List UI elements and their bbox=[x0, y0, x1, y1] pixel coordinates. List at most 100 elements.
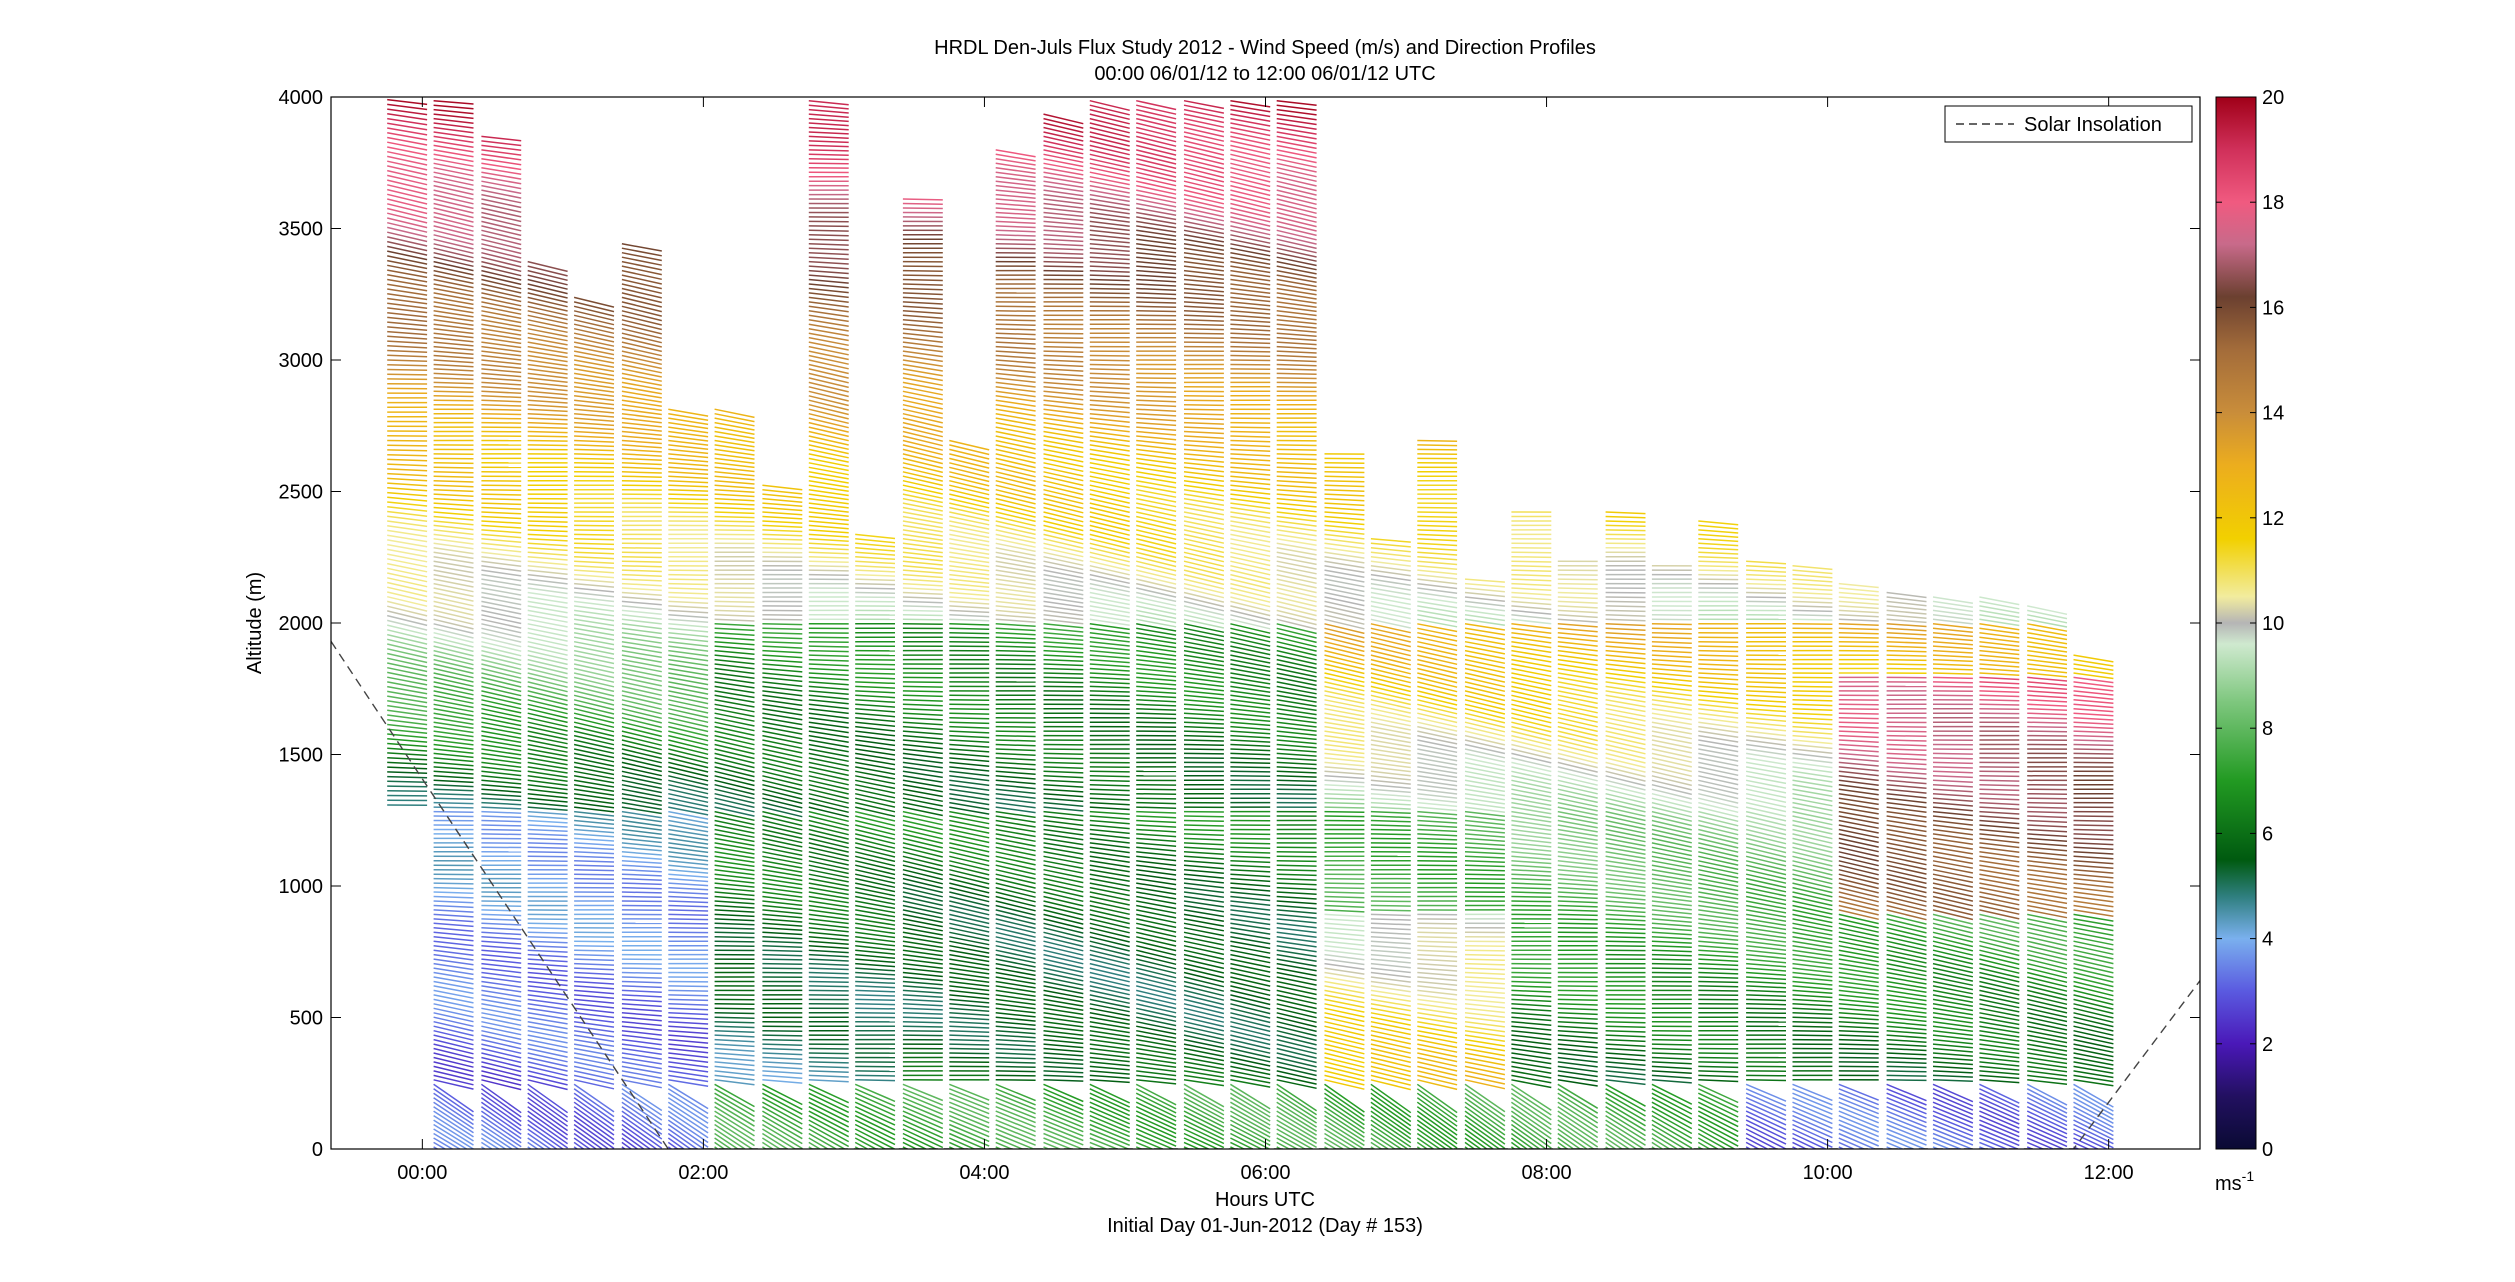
wind-barb bbox=[527, 319, 568, 329]
wind-barb bbox=[1557, 864, 1598, 870]
wind-barb bbox=[1511, 614, 1552, 620]
wind-barb bbox=[1417, 1074, 1458, 1086]
wind-barb bbox=[1043, 636, 1084, 642]
wind-barb bbox=[1183, 721, 1224, 725]
wind-barb bbox=[1183, 694, 1224, 700]
wind-barb bbox=[855, 681, 896, 685]
wind-barb bbox=[1511, 725, 1552, 738]
wind-barb bbox=[714, 421, 755, 431]
wind-barb bbox=[1230, 216, 1271, 227]
wind-barb bbox=[1089, 1119, 1130, 1138]
wind-barb bbox=[1043, 117, 1084, 129]
wind-barb bbox=[995, 766, 1036, 771]
wind-barb bbox=[762, 663, 803, 668]
wind-barb bbox=[573, 1132, 598, 1149]
wind-barb bbox=[1276, 198, 1317, 210]
wind-barb bbox=[1230, 122, 1271, 132]
wind-barb bbox=[855, 752, 896, 761]
wind-barb bbox=[1136, 582, 1177, 594]
wind-barb bbox=[1464, 770, 1506, 780]
wind-barb bbox=[1511, 989, 1552, 993]
wind-barb bbox=[808, 529, 849, 534]
wind-barb bbox=[1230, 153, 1271, 165]
wind-barb bbox=[573, 381, 615, 389]
wind-barb bbox=[1089, 560, 1130, 572]
wind-barb bbox=[1089, 654, 1130, 660]
wind-barb bbox=[808, 296, 849, 303]
wind-barb bbox=[1464, 1141, 1476, 1149]
wind-barb bbox=[995, 475, 1036, 487]
wind-barb bbox=[1324, 564, 1365, 574]
wind-barb bbox=[1089, 681, 1130, 685]
wind-barb bbox=[1276, 886, 1317, 891]
wind-barb bbox=[1230, 645, 1271, 656]
wind-barb bbox=[1230, 175, 1271, 188]
wind-barb bbox=[433, 1052, 474, 1064]
wind-barb bbox=[1370, 953, 1411, 959]
wind-barb bbox=[1276, 520, 1317, 527]
wind-barb bbox=[1417, 591, 1458, 599]
wind-barb bbox=[527, 524, 568, 528]
wind-barb bbox=[854, 1101, 896, 1121]
wind-barb bbox=[714, 788, 755, 800]
wind-barb bbox=[1183, 851, 1224, 855]
wind-barb bbox=[1136, 792, 1177, 796]
wind-barb bbox=[1557, 855, 1598, 862]
wind-barb bbox=[387, 704, 428, 713]
wind-barb bbox=[808, 694, 849, 700]
wind-barb bbox=[481, 1016, 522, 1027]
wind-barb bbox=[1183, 171, 1225, 183]
wind-barb bbox=[481, 958, 522, 964]
wind-barb bbox=[1136, 113, 1177, 125]
wind-barb bbox=[995, 788, 1036, 795]
wind-barb bbox=[1276, 479, 1317, 484]
wind-barb bbox=[995, 810, 1036, 819]
wind-barb bbox=[995, 359, 1036, 364]
wind-barb bbox=[527, 587, 568, 595]
wind-barb bbox=[855, 837, 896, 849]
wind-barb bbox=[995, 958, 1036, 968]
wind-barb bbox=[1276, 873, 1317, 877]
wind-barb bbox=[855, 1074, 896, 1077]
wind-barb bbox=[668, 833, 709, 841]
wind-barb bbox=[1136, 144, 1177, 156]
wind-barb bbox=[854, 1132, 887, 1149]
wind-barb bbox=[574, 949, 615, 952]
wind-barb bbox=[949, 936, 990, 946]
wind-barb bbox=[1464, 810, 1505, 818]
wind-barb bbox=[1557, 868, 1598, 875]
wind-barb bbox=[481, 690, 522, 701]
wind-barb bbox=[667, 1106, 709, 1134]
wind-barb bbox=[949, 766, 990, 772]
wind-barb bbox=[1324, 1083, 1365, 1113]
wind-barb bbox=[621, 591, 662, 596]
wind-barb bbox=[1417, 707, 1458, 719]
wind-barb bbox=[1135, 1106, 1177, 1126]
wind-barb bbox=[1324, 913, 1365, 918]
wind-barb bbox=[1136, 962, 1177, 975]
wind-barb bbox=[387, 245, 428, 256]
wind-barb bbox=[762, 493, 803, 499]
wind-barb bbox=[1276, 506, 1317, 513]
wind-barb bbox=[668, 797, 709, 808]
wind-barb bbox=[1511, 868, 1552, 873]
wind-barb bbox=[1089, 1065, 1130, 1071]
wind-barb bbox=[1183, 1097, 1225, 1120]
wind-barb bbox=[433, 256, 474, 268]
wind-barb bbox=[668, 801, 709, 812]
wind-barb bbox=[433, 1128, 469, 1149]
wind-barb bbox=[1043, 211, 1084, 218]
wind-barb bbox=[481, 412, 522, 416]
wind-barb bbox=[668, 806, 709, 816]
wind-barb bbox=[1043, 162, 1084, 172]
wind-barb bbox=[1230, 703, 1271, 710]
wind-barb bbox=[762, 819, 803, 831]
wind-barb bbox=[855, 976, 896, 980]
wind-barb bbox=[1230, 582, 1271, 594]
wind-barb bbox=[995, 198, 1036, 204]
wind-barb bbox=[714, 783, 755, 796]
wind-barb bbox=[949, 488, 990, 500]
wind-barb bbox=[433, 1106, 474, 1134]
wind-barb bbox=[1230, 180, 1271, 192]
wind-barb bbox=[527, 386, 568, 392]
